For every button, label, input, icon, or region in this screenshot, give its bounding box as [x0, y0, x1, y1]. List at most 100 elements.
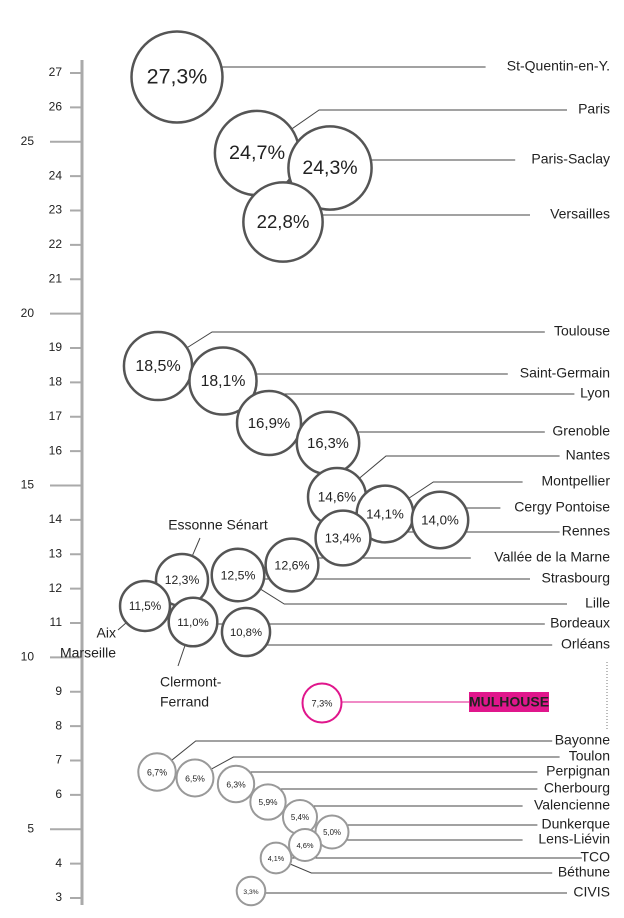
label-badge [469, 692, 549, 712]
point-label: Bayonne [555, 732, 610, 748]
y-tick-label: 4 [55, 856, 62, 870]
bubble [259, 841, 293, 875]
connector [259, 588, 567, 605]
bubble [137, 752, 177, 792]
value-label: 4,6% [296, 841, 313, 850]
point-label: TCO [580, 849, 610, 865]
point-label: Grenoble [552, 423, 610, 439]
value-label: 24,7% [229, 142, 285, 164]
value-label: 6,3% [226, 779, 246, 789]
value-label: 5,0% [323, 828, 341, 837]
value-label: 22,8% [257, 211, 310, 232]
y-tick-label: 5 [27, 821, 34, 835]
bubble [410, 490, 470, 550]
point-label: Valencienne [534, 797, 610, 813]
y-tick-label: 21 [49, 271, 63, 285]
y-tick-label: 16 [49, 443, 63, 457]
y-tick-label: 3 [55, 890, 62, 904]
bubble [188, 346, 258, 416]
y-tick-label: 24 [49, 168, 63, 182]
y-tick-label: 18 [49, 375, 63, 389]
point-label: CIVIS [573, 884, 610, 900]
bubble [220, 606, 272, 658]
value-label: 18,1% [201, 373, 246, 390]
y-tick-label: 26 [49, 100, 63, 114]
value-label: 6,5% [185, 773, 205, 783]
value-label: 4,1% [268, 854, 285, 863]
value-label: 13,4% [325, 530, 362, 545]
point-label: Lens-Liévin [538, 831, 610, 847]
connector [117, 622, 127, 631]
y-tick-label: 10 [21, 650, 35, 664]
point-label: Bordeaux [550, 615, 610, 631]
y-tick-label: 15 [21, 478, 35, 492]
bubble [242, 181, 324, 263]
value-label: 6,7% [147, 767, 167, 777]
point-label: Clermont- [160, 674, 222, 690]
y-tick-label: 23 [49, 203, 63, 217]
value-label: 14,0% [421, 513, 459, 528]
connector [186, 331, 545, 349]
bubble [130, 30, 224, 124]
point-label: Marseille [60, 645, 116, 661]
y-tick-label: 14 [49, 512, 63, 526]
point-label: Béthune [558, 864, 610, 880]
connector [289, 863, 553, 874]
value-label: 18,5% [135, 358, 180, 375]
value-label: 10,8% [230, 627, 262, 639]
y-tick-label: 8 [55, 718, 62, 732]
value-label: 12,6% [274, 558, 309, 572]
bubble [235, 875, 267, 907]
connector [358, 455, 560, 479]
value-label: 14,1% [366, 507, 404, 522]
point-label: Perpignan [546, 763, 610, 779]
value-label: 24,3% [302, 157, 357, 179]
point-label: Ferrand [160, 694, 209, 710]
y-tick-label: 17 [49, 409, 63, 423]
point-label: Aix [97, 625, 116, 641]
value-label: 3,3% [243, 889, 258, 896]
value-label: 16,9% [248, 415, 291, 432]
point-label: MULHOUSE [469, 694, 549, 710]
value-label: 16,3% [307, 436, 349, 452]
value-label: 5,4% [291, 813, 309, 822]
point-label: Saint-Germain [520, 365, 610, 381]
value-label: 7,3% [312, 698, 333, 708]
point-label: Toulon [569, 748, 610, 764]
value-label: 27,3% [147, 65, 208, 89]
point-label: Essonne Sénart [168, 517, 268, 533]
point-label: Lille [585, 595, 610, 611]
bubble [118, 579, 172, 633]
bubble [210, 547, 266, 603]
bubble [235, 389, 303, 457]
point-label: Cherbourg [544, 780, 610, 796]
y-tick-label: 22 [49, 237, 63, 251]
point-label: Dunkerque [542, 816, 611, 832]
y-tick-label: 27 [49, 65, 63, 79]
connector [408, 481, 523, 499]
y-tick-label: 6 [55, 787, 62, 801]
point-label: Strasbourg [542, 570, 610, 586]
value-label: 11,5% [129, 600, 161, 613]
bubble [301, 682, 343, 724]
point-label: Vallée de la Marne [494, 549, 610, 565]
y-tick-label: 25 [21, 134, 35, 148]
point-label: Cergy Pontoise [514, 499, 610, 515]
point-label: Lyon [580, 385, 610, 401]
y-tick-label: 19 [49, 340, 63, 354]
point-label: Orléans [561, 636, 610, 652]
value-label: 14,6% [318, 490, 357, 505]
connector [177, 644, 186, 667]
connector [291, 109, 567, 130]
point-label: Toulouse [554, 323, 610, 339]
y-tick-label: 7 [55, 753, 62, 767]
connector [191, 537, 201, 557]
bubble [175, 758, 215, 798]
point-label: Rennes [562, 523, 610, 539]
value-label: 12,3% [165, 573, 200, 587]
value-label: 12,5% [221, 568, 256, 582]
bubble [249, 783, 287, 821]
point-label: St-Quentin-en-Y. [507, 58, 610, 74]
bubble [264, 537, 320, 593]
